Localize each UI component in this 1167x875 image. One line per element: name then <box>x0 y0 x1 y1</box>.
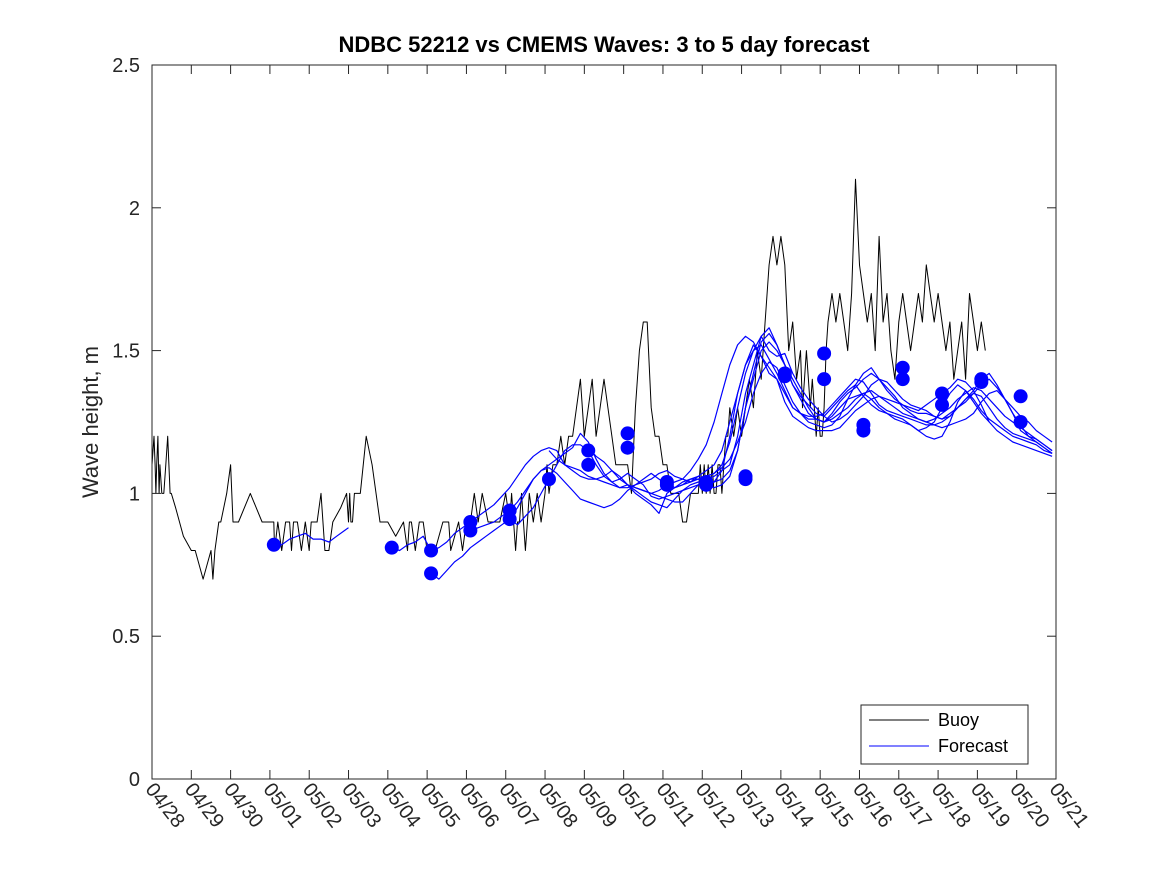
x-tick-label: 05/12 <box>691 779 739 832</box>
forecast-line <box>627 332 1053 509</box>
forecast-marker <box>424 543 439 558</box>
y-axis-label: Wave height, m <box>78 346 103 498</box>
legend-buoy-label: Buoy <box>938 710 979 730</box>
y-tick-label: 0.5 <box>112 626 140 648</box>
x-tick-label: 05/16 <box>848 779 896 832</box>
plot-background <box>152 65 1056 779</box>
forecast-marker <box>620 426 635 441</box>
forecast-marker <box>384 540 399 555</box>
forecast-marker <box>935 386 950 401</box>
x-tick-label: 05/15 <box>809 779 857 832</box>
x-tick-label: 05/21 <box>1045 779 1093 832</box>
y-tick-label: 0 <box>129 769 140 791</box>
legend: Buoy Forecast <box>860 704 1029 765</box>
x-tick-label: 05/11 <box>652 779 699 831</box>
x-tick-label: 05/19 <box>966 779 1014 832</box>
x-tick-label: 05/04 <box>376 779 424 832</box>
forecast-marker <box>1013 415 1028 429</box>
x-tick-label: 05/02 <box>298 779 346 832</box>
forecast-marker <box>856 423 871 438</box>
x-tick-label: 05/06 <box>455 779 503 832</box>
x-tick-label: 05/03 <box>337 779 385 832</box>
x-tick-label: 04/28 <box>141 779 189 832</box>
forecast-series <box>273 327 1053 580</box>
x-tick-label: 05/14 <box>770 779 818 832</box>
forecast-marker <box>1013 389 1028 404</box>
legend-box <box>860 704 1029 765</box>
forecast-marker <box>935 397 950 412</box>
y-axis: 0 0.5 1 1.5 2 2.5 <box>112 55 1056 791</box>
forecast-markers <box>266 346 1028 581</box>
forecast-marker <box>974 375 989 390</box>
x-tick-label: 04/30 <box>219 779 267 832</box>
x-tick-label: 05/20 <box>1005 779 1053 832</box>
x-tick-label: 05/13 <box>730 779 778 832</box>
forecast-marker <box>738 469 753 484</box>
forecast-marker <box>817 346 832 361</box>
forecast-marker <box>699 474 714 489</box>
plot-frame <box>151 64 1057 780</box>
forecast-marker <box>895 360 910 375</box>
forecast-marker <box>581 457 596 472</box>
buoy-series <box>152 178 986 580</box>
forecast-line <box>587 341 1053 515</box>
forecast-marker <box>620 440 635 455</box>
x-tick-label: 05/10 <box>612 779 660 832</box>
forecast-marker <box>581 443 596 458</box>
x-tick-label: 05/01 <box>259 779 307 832</box>
x-tick-label: 05/18 <box>927 779 975 832</box>
plot-area <box>151 64 1057 780</box>
x-tick-label: 05/09 <box>573 779 621 832</box>
x-tick-label: 05/07 <box>494 779 542 832</box>
x-tick-label: 05/08 <box>534 779 582 832</box>
y-tick-label: 2 <box>129 198 140 220</box>
forecast-marker <box>541 472 556 487</box>
forecast-marker <box>463 523 478 538</box>
y-tick-label: 2.5 <box>112 55 140 77</box>
forecast-line <box>666 344 1053 489</box>
chart-title: NDBC 52212 vs CMEMS Waves: 3 to 5 day fo… <box>338 32 870 57</box>
buoy-line <box>152 178 986 580</box>
forecast-line <box>273 527 349 546</box>
forecast-marker <box>777 369 792 384</box>
forecast-marker <box>424 566 439 581</box>
x-tick-label: 05/17 <box>887 779 935 832</box>
forecast-marker <box>266 537 281 552</box>
forecast-marker <box>895 372 910 387</box>
forecast-marker <box>817 372 832 387</box>
y-tick-label: 1 <box>129 483 140 505</box>
forecast-marker <box>502 512 517 527</box>
x-tick-label: 04/29 <box>180 779 228 832</box>
legend-forecast-label: Forecast <box>938 736 1008 756</box>
y-tick-label: 1.5 <box>112 341 140 363</box>
x-tick-label: 05/05 <box>416 779 464 832</box>
forecast-marker <box>659 477 674 492</box>
